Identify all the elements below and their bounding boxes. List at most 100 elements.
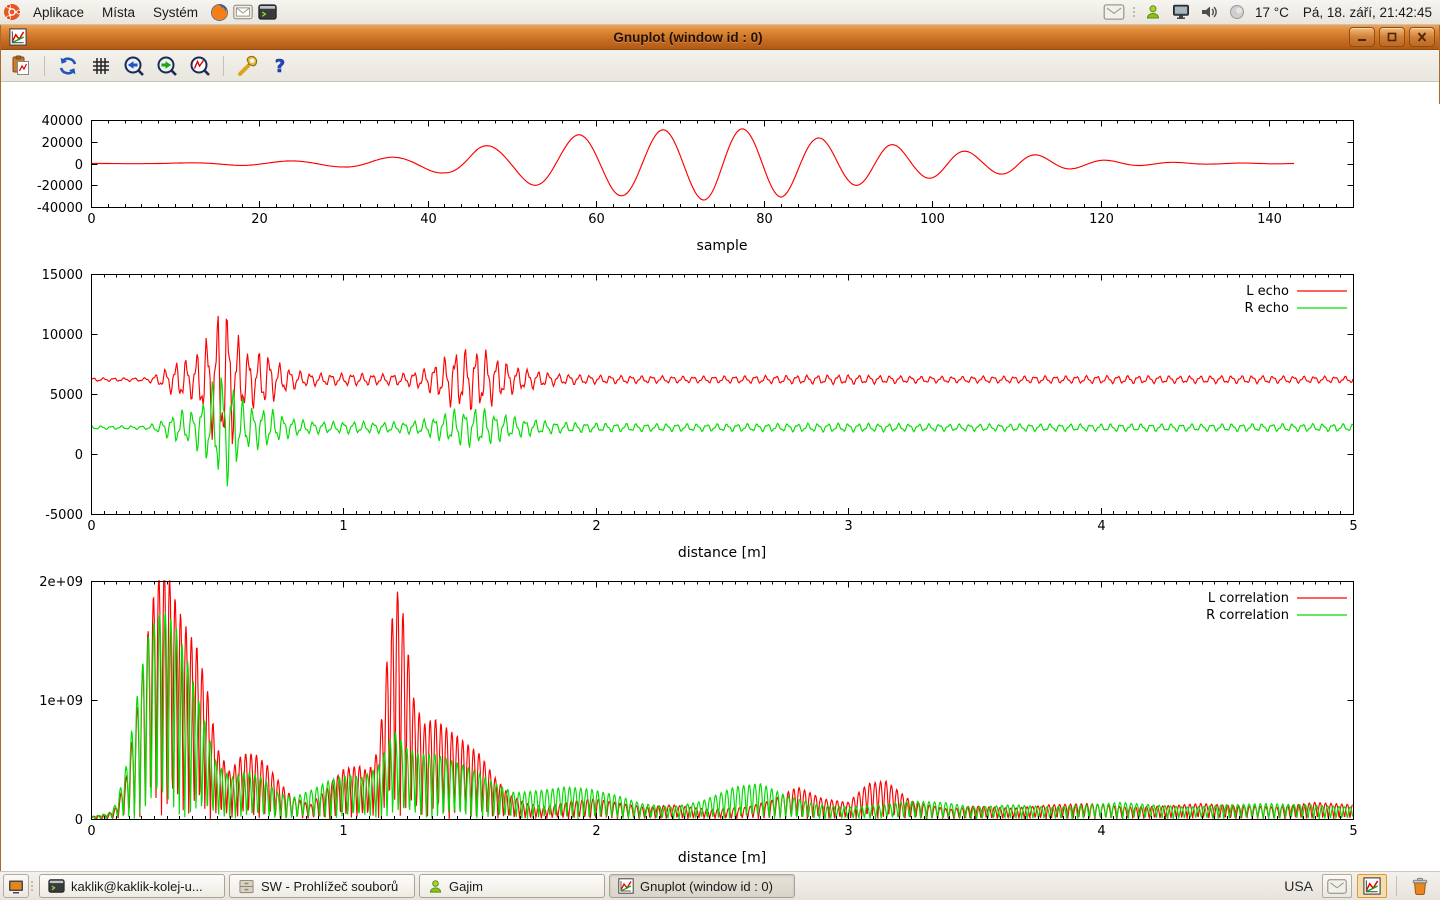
volume-control[interactable] bbox=[1197, 1, 1221, 23]
gnuplot-window: Gnuplot (window id : 0) bbox=[0, 24, 1440, 896]
x-tick-label: 3 bbox=[844, 824, 852, 839]
toolbar: ? bbox=[1, 50, 1439, 82]
firefox-launcher[interactable] bbox=[207, 1, 231, 23]
replot-icon bbox=[59, 57, 77, 74]
echo-chart: 0 1 2 3 4 5 -5000 0 5000 10000 15000 distance [m] L … bbox=[42, 268, 1358, 561]
menu-applications[interactable]: Aplikace bbox=[33, 4, 85, 20]
terminal-icon bbox=[48, 879, 65, 893]
mail-launcher[interactable] bbox=[231, 1, 255, 23]
clock[interactable]: Pá, 18. září, 21:42:45 bbox=[1302, 4, 1432, 20]
plot-area: 0 20 40 60 80 100 120 140 -40000 -20000 0 20000 4000… bbox=[1, 104, 1440, 896]
task-gnuplot[interactable]: Gnuplot (window id : 0) bbox=[609, 874, 795, 898]
y-tick-label: 0 bbox=[75, 813, 83, 828]
terminal-launcher[interactable] bbox=[255, 1, 279, 23]
menu-system[interactable]: Systém bbox=[153, 4, 199, 20]
y-tick-label: -5000 bbox=[45, 508, 83, 523]
y-tick-label: 0 bbox=[75, 158, 83, 173]
task-label: Gajim bbox=[449, 878, 483, 894]
tray-gnuplot-button[interactable] bbox=[1357, 874, 1387, 898]
y-tick-label: 5000 bbox=[50, 388, 83, 403]
x-tick-label: 120 bbox=[1089, 212, 1114, 227]
task-gajim[interactable]: Gajim bbox=[419, 874, 605, 898]
weather-icon bbox=[1229, 5, 1244, 19]
speaker-icon bbox=[1201, 6, 1217, 18]
tasklist-grip[interactable] bbox=[29, 878, 35, 894]
trash-icon bbox=[1412, 877, 1428, 896]
menu-places[interactable]: Místa bbox=[102, 4, 136, 20]
gajim-icon bbox=[429, 879, 442, 893]
toggle-grid-button[interactable] bbox=[89, 54, 113, 78]
x-axis-label: distance [m] bbox=[678, 850, 766, 866]
keyboard-layout-indicator[interactable]: USA bbox=[1284, 878, 1313, 894]
x-tick-label: 140 bbox=[1257, 212, 1282, 227]
x-tick-label: 1 bbox=[339, 519, 347, 534]
weather-applet[interactable] bbox=[1225, 1, 1249, 23]
x-tick-label: 0 bbox=[87, 212, 95, 227]
zoom-next-button[interactable] bbox=[155, 54, 179, 78]
firefox-icon bbox=[210, 3, 228, 21]
display-settings[interactable] bbox=[1169, 1, 1193, 23]
maximize-icon bbox=[1387, 32, 1397, 42]
y-tick-label: -40000 bbox=[37, 201, 83, 216]
plot-border bbox=[91, 581, 1354, 820]
gajim-icon bbox=[1146, 5, 1159, 19]
terminal-icon bbox=[257, 4, 277, 20]
tray-mail-button[interactable] bbox=[1322, 874, 1352, 898]
x-axis-label: sample bbox=[697, 238, 748, 254]
task-file-manager[interactable]: SW - Prohlížeč souborů bbox=[229, 874, 415, 898]
help-button[interactable]: ? bbox=[268, 54, 292, 78]
waveform-chart: 0 20 40 60 80 100 120 140 -40000 -20000 0 20000 4000… bbox=[37, 114, 1354, 254]
trash-applet[interactable] bbox=[1406, 875, 1434, 897]
replot-button[interactable] bbox=[56, 54, 80, 78]
task-label: Gnuplot (window id : 0) bbox=[640, 878, 773, 894]
legend-label-r-echo: R echo bbox=[1244, 301, 1289, 316]
gnuplot-icon bbox=[9, 28, 27, 46]
y-tick-label: 2e+09 bbox=[39, 575, 83, 590]
zoom-previous-icon bbox=[124, 56, 144, 76]
close-button[interactable] bbox=[1409, 27, 1435, 47]
help-icon: ? bbox=[275, 55, 286, 76]
titlebar[interactable]: Gnuplot (window id : 0) bbox=[1, 24, 1439, 50]
toolbar-separator bbox=[223, 55, 224, 76]
series-l-correlation bbox=[90, 580, 1354, 820]
y-tick-label: 40000 bbox=[42, 114, 83, 129]
legend-label-l-correlation: L correlation bbox=[1208, 591, 1289, 606]
show-desktop-button[interactable] bbox=[3, 874, 29, 898]
close-icon bbox=[1417, 32, 1427, 42]
copy-to-clipboard-button[interactable] bbox=[9, 54, 33, 78]
y-tick-label: 15000 bbox=[42, 268, 83, 283]
wrench-icon bbox=[238, 55, 258, 76]
x-tick-label: 2 bbox=[592, 519, 600, 534]
x-tick-label: 40 bbox=[420, 212, 437, 227]
settings-button[interactable] bbox=[235, 54, 259, 78]
x-tick-label: 4 bbox=[1097, 519, 1105, 534]
unzoom-icon bbox=[190, 56, 210, 76]
plot-border bbox=[91, 274, 1354, 515]
mail-icon bbox=[1103, 4, 1125, 20]
zoom-next-icon bbox=[157, 56, 177, 76]
maximize-button[interactable] bbox=[1379, 27, 1405, 47]
show-desktop-icon bbox=[9, 880, 23, 893]
tray-grip[interactable] bbox=[1131, 4, 1137, 20]
minimize-button[interactable] bbox=[1349, 27, 1375, 47]
task-terminal[interactable]: kaklik@kaklik-kolej-u... bbox=[39, 874, 225, 898]
grid-icon bbox=[93, 57, 109, 74]
top-panel: Aplikace Místa Systém bbox=[0, 0, 1440, 25]
plots-canvas[interactable]: 0 20 40 60 80 100 120 140-40000-200000200004000… bbox=[1, 104, 1440, 896]
zoom-previous-button[interactable] bbox=[122, 54, 146, 78]
y-tick-label: 0 bbox=[75, 448, 83, 463]
temperature-readout[interactable]: 17 °C bbox=[1254, 4, 1289, 20]
x-tick-label: 20 bbox=[251, 212, 268, 227]
ubuntu-logo[interactable] bbox=[0, 1, 24, 23]
series-l-echo bbox=[90, 315, 1354, 445]
x-tick-label: 5 bbox=[1349, 824, 1357, 839]
gajim-status[interactable] bbox=[1141, 1, 1165, 23]
x-tick-label: 80 bbox=[756, 212, 773, 227]
mail-notification[interactable] bbox=[1101, 1, 1127, 23]
y-tick-label: 10000 bbox=[42, 328, 83, 343]
unzoom-button[interactable] bbox=[188, 54, 212, 78]
y-tick-label: -20000 bbox=[37, 179, 83, 194]
taskbar: kaklik@kaklik-kolej-u... SW - Prohlížeč … bbox=[0, 871, 1440, 900]
x-tick-label: 60 bbox=[588, 212, 605, 227]
x-axis-label: distance [m] bbox=[678, 545, 766, 561]
